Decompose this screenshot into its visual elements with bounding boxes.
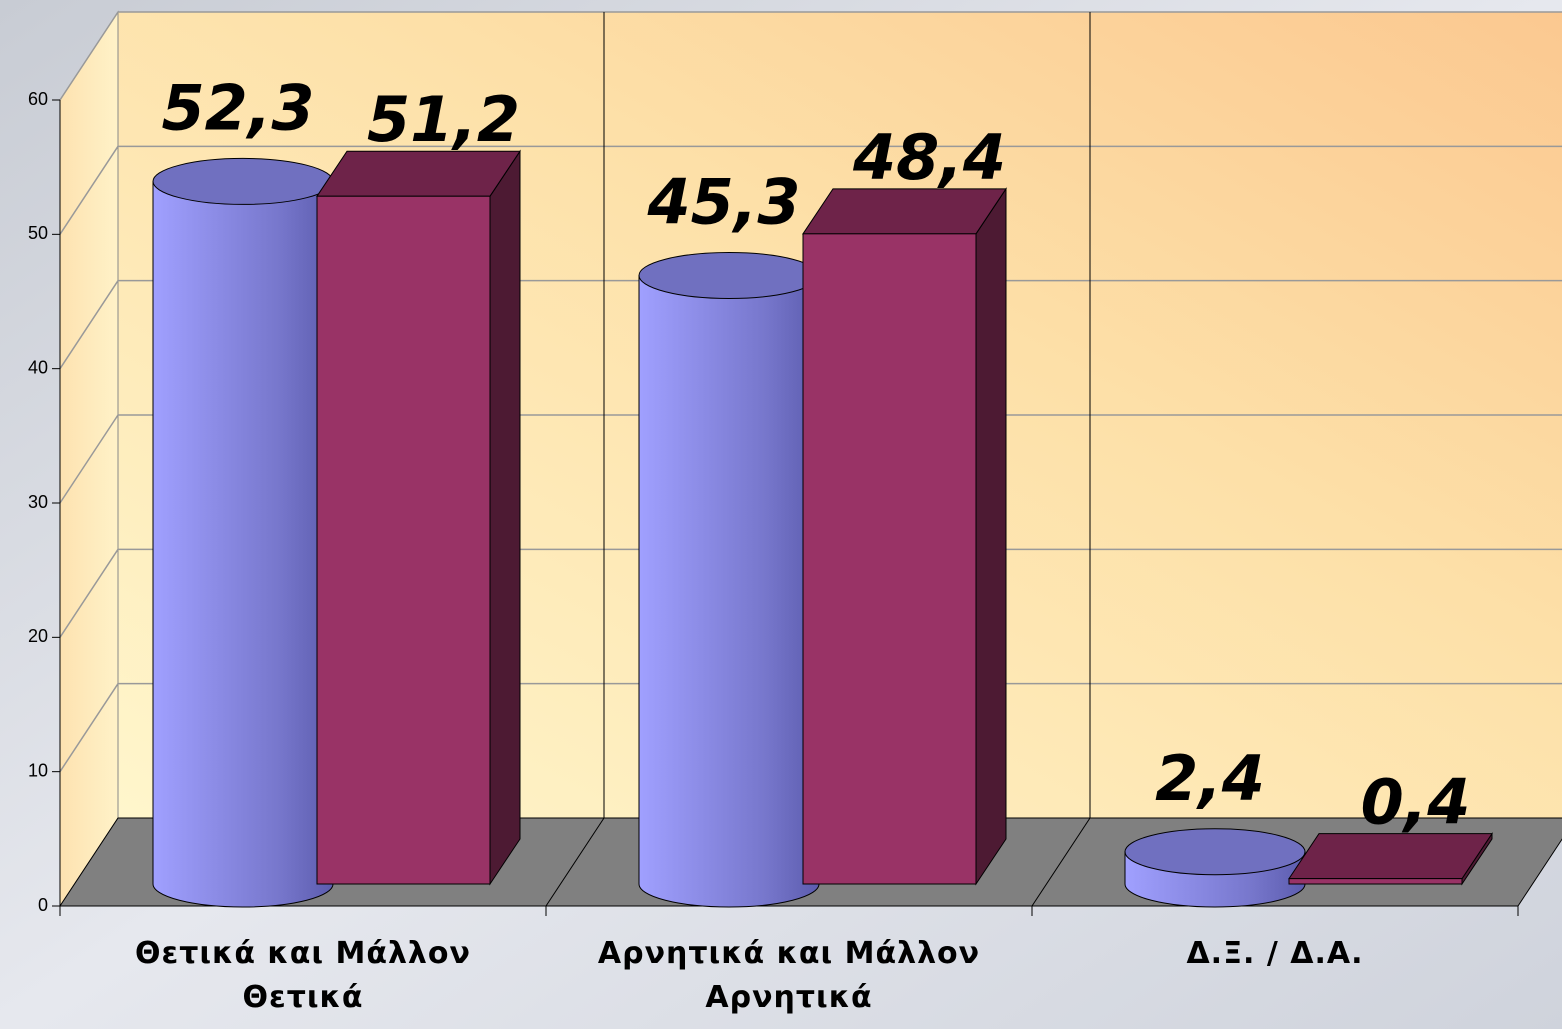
y-tick-label: 50: [28, 223, 48, 243]
y-tick-label: 20: [28, 626, 48, 646]
grid-line: [59, 280, 119, 370]
y-tick-label: 30: [28, 492, 48, 512]
box-top: [802, 188, 1007, 235]
box-front: [316, 195, 491, 885]
box-bar: [1288, 831, 1493, 886]
x-tick-label: Δ.Ξ. / Δ.Α.: [1186, 936, 1364, 971]
cylinder-body: [152, 180, 334, 908]
cylinder-bar: [152, 157, 334, 908]
cylinder-top: [152, 157, 334, 205]
grid-line: [59, 414, 119, 504]
y-tick-label: 60: [28, 89, 48, 109]
y-tick-label: 10: [28, 760, 48, 780]
grid-line: [59, 548, 119, 638]
value-label: 51,2: [367, 83, 520, 156]
cylinder-bar: [1124, 828, 1306, 908]
plot-area: 0 10 20 30 40 50 60 52,3 51,2 45,3 48,4 2,4 0,4: [28, 10, 1562, 916]
grid-line: [59, 683, 119, 773]
box-bar: [802, 187, 1007, 886]
grid-line: [59, 145, 119, 235]
y-tick-label: 0: [38, 895, 48, 915]
box-front: [802, 233, 977, 885]
box-top: [316, 150, 521, 197]
value-label: 45,3: [647, 165, 801, 238]
cylinder-top: [638, 251, 820, 299]
x-tick-label: Θετικά και Μάλλον Θετικά: [135, 936, 471, 1015]
value-label: 48,4: [852, 121, 1006, 194]
y-tick-label: 40: [28, 357, 48, 377]
box-bar: [316, 149, 521, 886]
value-label: 0,4: [1361, 766, 1471, 839]
box-front: [1288, 878, 1463, 885]
cylinder-bar: [638, 251, 820, 908]
category-divider: [545, 817, 605, 907]
cylinder-top: [1124, 828, 1306, 876]
x-tick-label: Αρνητικά και Μάλλον Αρνητικά: [597, 936, 981, 1015]
grid-line: [59, 11, 119, 101]
value-label: 52,3: [162, 71, 315, 144]
cylinder-body: [638, 274, 820, 908]
value-label: 2,4: [1155, 742, 1265, 815]
box-side: [975, 187, 1007, 886]
category-divider: [1031, 817, 1091, 907]
box-side: [489, 149, 521, 886]
box-top: [1288, 833, 1493, 880]
